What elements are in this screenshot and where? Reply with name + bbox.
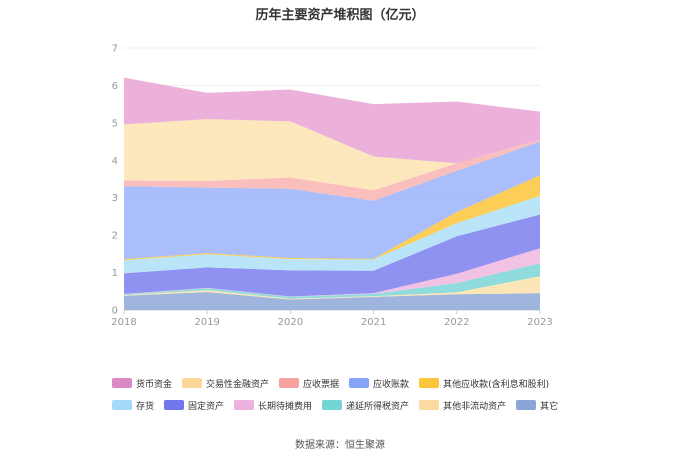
legend-item[interactable]: 应收票据 xyxy=(279,376,339,390)
legend-item[interactable]: 长期待摊费用 xyxy=(234,398,312,412)
y-tick-label: 5 xyxy=(112,118,118,129)
y-tick-label: 4 xyxy=(112,156,118,167)
area-series-其它 xyxy=(124,292,540,310)
legend-item[interactable]: 应收账款 xyxy=(349,376,409,390)
legend-swatch xyxy=(419,400,440,410)
area-series-长期待摊费用 xyxy=(124,248,540,297)
legend-swatch xyxy=(112,378,132,388)
legend-item[interactable]: 交易性金融资产 xyxy=(182,376,269,390)
x-tick-label: 2019 xyxy=(194,317,219,328)
legend-swatch xyxy=(349,378,370,388)
legend-row: 存货 固定资产 长期待摊费用 递延所得税资产 其他非流动资产 其它 xyxy=(112,398,582,412)
legend-label: 其他非流动资产 xyxy=(443,401,507,412)
legend-item[interactable]: 固定资产 xyxy=(164,398,224,412)
area-series-交易性金融资产 xyxy=(124,119,540,191)
area-series-固定资产 xyxy=(124,214,540,297)
x-tick-label: 2023 xyxy=(527,317,552,328)
legend-item[interactable]: 递延所得税资产 xyxy=(322,398,409,412)
x-tick-label: 2022 xyxy=(444,317,469,328)
legend-row: 货币资金 交易性金融资产 应收票据 应收账款 其他应收款(含利息和股利) xyxy=(112,376,582,390)
area-series-货币资金 xyxy=(124,77,540,164)
area-series-应收账款 xyxy=(124,141,540,260)
legend-item[interactable]: 其他非流动资产 xyxy=(419,398,506,412)
area-series-递延所得税资产 xyxy=(124,263,540,299)
legend-item[interactable]: 货币资金 xyxy=(112,376,172,390)
legend-swatch xyxy=(322,400,343,410)
legend-label: 存货 xyxy=(136,401,155,412)
y-tick-label: 3 xyxy=(112,193,118,204)
legend: 货币资金 交易性金融资产 应收票据 应收账款 其他应收款(含利息和股利) 存货 固定资产 长… xyxy=(112,376,582,420)
area-series-存货 xyxy=(124,195,540,274)
area-series-其他应收款(含利息和股利) xyxy=(124,175,540,261)
legend-swatch xyxy=(516,400,537,410)
legend-label: 固定资产 xyxy=(188,401,225,412)
legend-label: 交易性金融资产 xyxy=(206,379,270,390)
chart-title: 历年主要资产堆积图（亿元） xyxy=(255,8,425,23)
legend-label: 货币资金 xyxy=(136,379,173,390)
legend-label: 其他应收款(含利息和股利) xyxy=(443,379,550,390)
legend-swatch xyxy=(112,400,132,410)
legend-item[interactable]: 存货 xyxy=(112,398,154,412)
x-tick-label: 2021 xyxy=(361,317,386,328)
y-tick-label: 2 xyxy=(112,231,118,242)
y-tick-label: 6 xyxy=(112,81,118,92)
area-series-其他非流动资产 xyxy=(124,276,540,300)
y-tick-label: 0 xyxy=(112,306,118,317)
legend-swatch xyxy=(182,378,203,388)
y-tick-label: 1 xyxy=(112,268,118,279)
legend-label: 应收账款 xyxy=(373,379,410,390)
legend-item[interactable]: 其它 xyxy=(516,398,558,412)
legend-swatch xyxy=(279,378,300,388)
legend-label: 应收票据 xyxy=(303,379,340,390)
legend-swatch xyxy=(419,378,440,388)
x-tick-label: 2020 xyxy=(278,317,303,328)
stacked-areas xyxy=(124,77,540,310)
data-source-note: 数据来源：恒生聚源 xyxy=(295,440,385,451)
legend-swatch xyxy=(234,400,255,410)
legend-label: 其它 xyxy=(540,401,559,412)
legend-label: 长期待摊费用 xyxy=(258,401,313,412)
axes: 0 1 2 3 4 5 6 7 2018 2019 2020 2021 2022 2023 xyxy=(111,44,552,329)
legend-label: 递延所得税资产 xyxy=(346,401,410,412)
legend-item[interactable]: 其他应收款(含利息和股利) xyxy=(419,376,549,390)
area-series-应收票据 xyxy=(124,139,540,201)
x-tick-label: 2018 xyxy=(111,317,136,328)
y-tick-label: 7 xyxy=(112,44,118,55)
legend-swatch xyxy=(164,400,185,410)
